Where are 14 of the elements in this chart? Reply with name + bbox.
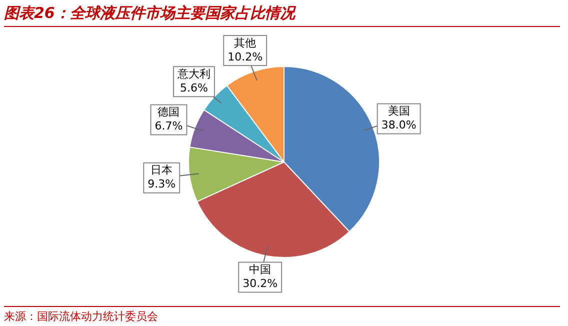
slice-label: 意大利 [176,67,210,80]
slice-label: 美国 [388,104,410,118]
data-label: 10.2% [228,50,263,64]
data-label: 6.7% [154,120,183,133]
slice-label: 其他 [234,36,256,50]
data-label: 38.0% [381,118,416,132]
data-label: 30.2% [242,277,278,290]
data-label: 5.6% [180,81,208,94]
slice-label: 德国 [158,106,180,119]
slice-label: 日本 [150,164,173,177]
chart-title: 图表26：全球液压件市场主要国家占比情况 [4,4,560,27]
slice-label: 中国 [249,263,272,276]
data-label: 9.3% [148,178,176,191]
source-note: 来源：国际流体动力统计委员会 [4,306,560,324]
